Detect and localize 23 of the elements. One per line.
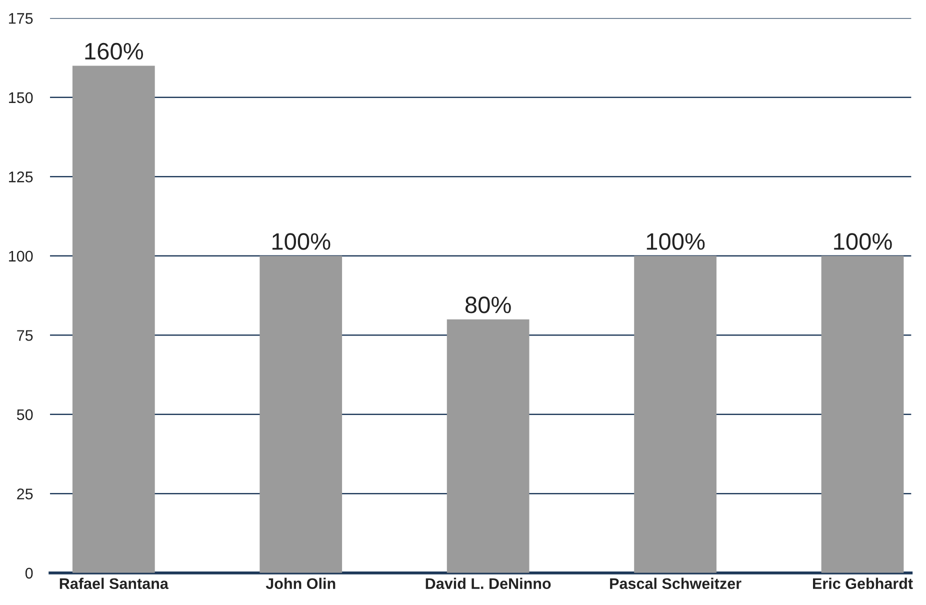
data-label: 100% [834, 233, 892, 250]
x-tick-label: Rafael Santana [60, 578, 169, 590]
data-label: 160% [85, 42, 144, 60]
bar [72, 66, 155, 573]
y-tick-label: 0 [25, 568, 33, 579]
bar [446, 319, 530, 573]
y-tick-label: 25 [17, 488, 33, 500]
bar [634, 256, 716, 573]
data-label: 100% [272, 233, 330, 250]
x-tick-label: Eric Gebhardt [813, 578, 913, 590]
y-tick-label: 50 [16, 409, 33, 420]
y-tick-label: 100 [9, 250, 33, 262]
y-tick-label: 125 [9, 172, 33, 182]
data-label: 80% [465, 296, 511, 314]
bar [821, 256, 904, 573]
x-tick-label: John Olin [266, 578, 336, 590]
bar [260, 256, 342, 573]
y-tick-label: 175 [9, 13, 33, 24]
y-tick-label: 150 [9, 92, 33, 104]
data-label: 100% [646, 233, 705, 250]
y-tick-label: 75 [17, 330, 33, 341]
x-tick-label: Pascal Schweitzer [610, 578, 742, 590]
x-tick-label: David L. DeNinno [426, 578, 551, 590]
